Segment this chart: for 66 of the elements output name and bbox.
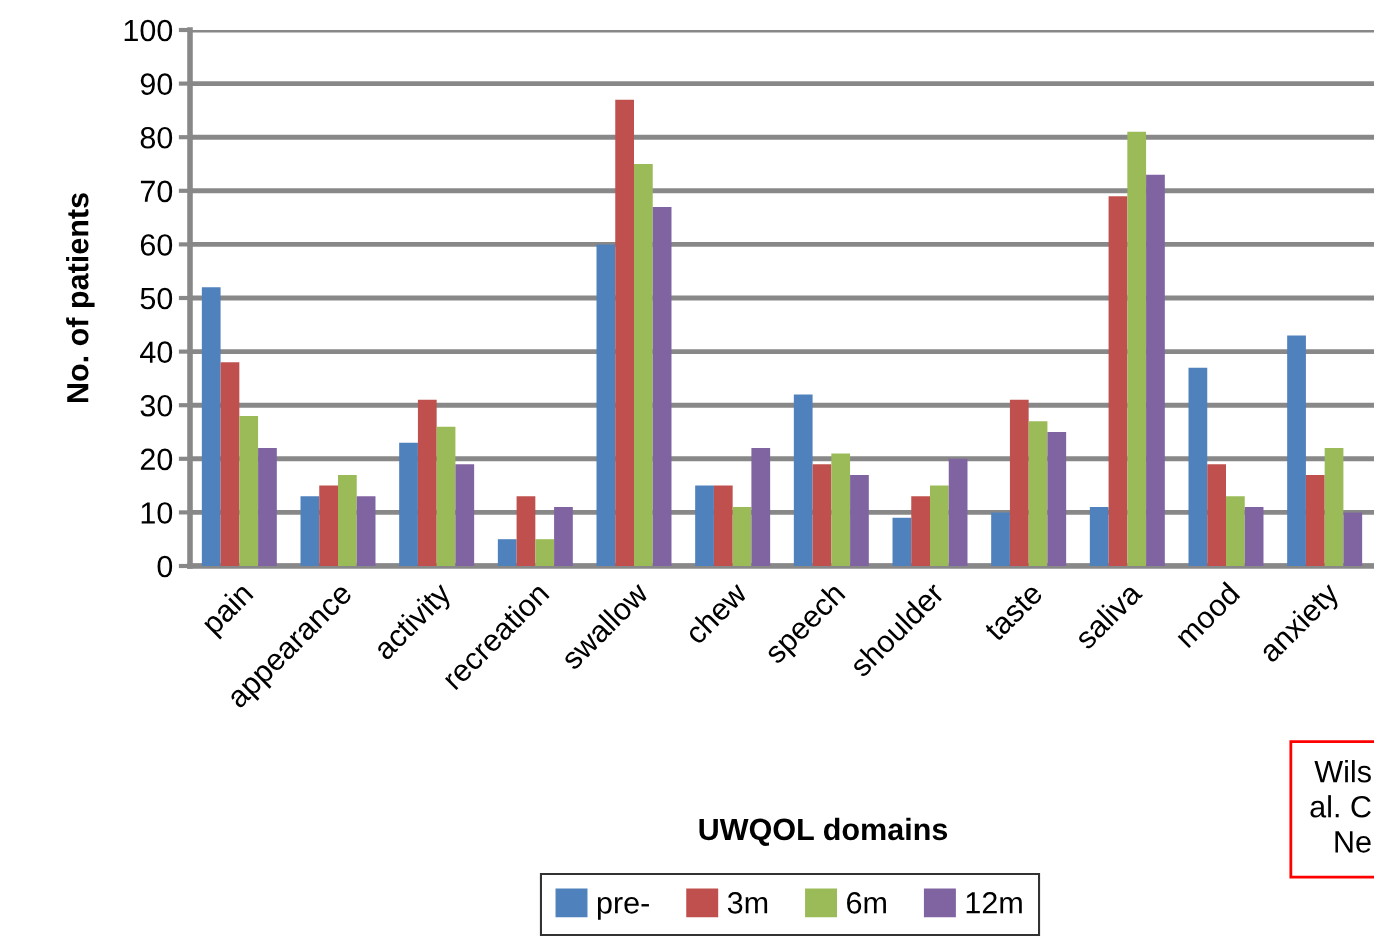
bar <box>713 485 733 566</box>
bar <box>1324 448 1344 566</box>
bar <box>1207 464 1226 566</box>
bar <box>948 458 968 566</box>
bar <box>892 517 912 566</box>
bar <box>1127 131 1147 566</box>
y-tick-label: 20 <box>140 448 173 471</box>
bar <box>1244 507 1264 566</box>
legend-label: pre- <box>597 896 649 920</box>
bar <box>831 453 851 566</box>
bar <box>535 539 555 566</box>
y-tick-label: 80 <box>140 126 173 149</box>
y-tick-label: 60 <box>140 234 173 256</box>
y-axis-title: No. of patients <box>66 193 95 403</box>
bar <box>930 485 949 566</box>
y-tick-label: 90 <box>140 73 173 95</box>
bar <box>239 415 259 566</box>
bar <box>319 485 338 566</box>
bar <box>554 507 573 566</box>
bar <box>417 399 437 566</box>
bar <box>1028 421 1048 566</box>
bar <box>1188 367 1208 566</box>
bar <box>1089 507 1109 566</box>
bar <box>399 442 418 566</box>
bar <box>220 362 240 566</box>
bar <box>652 206 672 566</box>
bar <box>258 448 277 566</box>
x-axis-title: UWQOL domains <box>699 817 948 846</box>
bar <box>356 496 376 566</box>
legend-label: 3m <box>727 892 768 914</box>
y-tick-label: 100 <box>124 19 173 42</box>
y-tick-label: 10 <box>141 502 173 524</box>
bar <box>911 496 930 566</box>
bar <box>1343 512 1363 566</box>
bar <box>455 464 475 566</box>
legend-label: 6m <box>847 892 886 914</box>
bar <box>1305 474 1325 566</box>
bar <box>1226 496 1245 566</box>
bar <box>850 474 869 566</box>
y-tick-label: 0 <box>157 555 173 578</box>
bar <box>991 512 1010 566</box>
text: Wils al. C Ne <box>1310 760 1371 853</box>
bar <box>1146 174 1165 566</box>
bar <box>732 507 752 566</box>
bar <box>1009 399 1029 566</box>
bar <box>338 474 357 566</box>
bar <box>201 287 221 566</box>
bar <box>596 244 616 566</box>
bar <box>615 99 634 566</box>
bar <box>1047 432 1067 566</box>
bar <box>516 496 536 566</box>
bar <box>793 394 813 566</box>
y-tick-label: 70 <box>140 180 173 203</box>
y-tick-label: 50 <box>140 287 173 310</box>
bar <box>812 464 832 566</box>
y-tick-label: 30 <box>140 394 173 417</box>
bar <box>634 164 653 566</box>
bar <box>1287 335 1306 566</box>
bar <box>695 485 714 566</box>
bar <box>751 448 771 566</box>
bar <box>1108 196 1128 566</box>
legend-label: 12m <box>966 892 1022 914</box>
y-tick-label: 40 <box>140 341 173 363</box>
bar <box>497 539 517 566</box>
bar <box>300 496 320 566</box>
bar <box>436 426 456 566</box>
